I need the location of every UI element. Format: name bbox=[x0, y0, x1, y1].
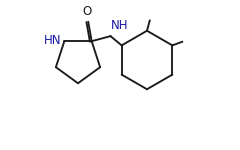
Text: O: O bbox=[82, 5, 91, 18]
Text: HN: HN bbox=[43, 34, 61, 47]
Text: NH: NH bbox=[111, 19, 129, 32]
